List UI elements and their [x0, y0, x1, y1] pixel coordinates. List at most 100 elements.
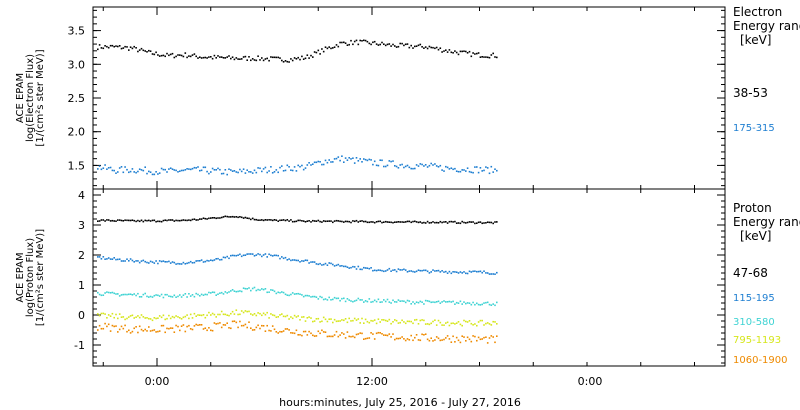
data-point	[463, 319, 465, 322]
data-point	[370, 319, 372, 322]
data-point	[231, 320, 234, 323]
data-point	[291, 59, 294, 62]
data-point	[417, 165, 420, 167]
data-point	[488, 273, 491, 275]
data-point	[293, 314, 296, 317]
data-point	[204, 217, 207, 220]
data-point	[426, 323, 429, 325]
data-point	[394, 165, 396, 167]
data-point	[279, 314, 281, 316]
data-point	[346, 321, 349, 324]
data-point	[445, 49, 447, 51]
data-point	[343, 319, 345, 322]
data-point	[301, 55, 303, 58]
data-point	[115, 45, 117, 47]
data-point	[406, 299, 409, 302]
data-point	[173, 220, 176, 222]
data-point	[259, 253, 261, 256]
data-point	[231, 254, 234, 257]
data-point	[97, 256, 99, 258]
data-point	[481, 170, 483, 172]
data-point	[173, 261, 176, 264]
data-point	[333, 318, 336, 321]
data-point	[492, 320, 494, 323]
data-point	[115, 258, 117, 261]
data-point	[312, 163, 314, 165]
data-point	[441, 301, 443, 303]
data-point	[173, 331, 176, 333]
data-point	[193, 166, 196, 169]
data-point	[202, 328, 205, 330]
data-point	[390, 45, 392, 47]
data-point	[279, 166, 281, 169]
data-point	[446, 301, 449, 303]
data-point	[383, 43, 385, 45]
data-point	[428, 272, 431, 274]
data-point	[133, 317, 135, 319]
data-point	[228, 168, 230, 170]
data-point	[233, 58, 236, 61]
data-point	[496, 169, 498, 172]
data-point	[284, 315, 287, 318]
data-point	[370, 267, 372, 269]
data-point	[97, 313, 99, 315]
data-point	[368, 321, 371, 324]
data-point	[445, 221, 447, 223]
data-point	[226, 292, 228, 294]
data-point	[144, 166, 146, 168]
data-point	[445, 301, 447, 303]
data-point	[308, 330, 310, 333]
data-point	[109, 330, 112, 332]
data-point	[437, 48, 440, 51]
data-point	[117, 331, 119, 333]
data-point	[251, 287, 254, 290]
data-point	[333, 158, 336, 160]
data-point	[129, 332, 132, 334]
data-point	[481, 319, 483, 322]
data-point	[98, 220, 101, 222]
data-point	[452, 271, 454, 273]
data-point	[220, 56, 223, 58]
data-point	[257, 324, 259, 327]
data-point	[326, 47, 329, 50]
data-point	[388, 333, 391, 335]
data-point	[142, 169, 145, 172]
data-point	[188, 293, 190, 295]
data-point	[286, 219, 289, 221]
data-point	[321, 320, 323, 323]
data-point	[262, 325, 265, 327]
data-point	[377, 220, 380, 223]
data-point	[166, 293, 168, 296]
data-point	[270, 313, 272, 315]
data-point	[366, 337, 369, 340]
data-point	[443, 300, 445, 302]
data-point	[313, 161, 316, 164]
data-point	[248, 287, 250, 289]
data-point	[361, 40, 363, 42]
data-point	[304, 259, 307, 261]
data-point	[215, 294, 217, 296]
series-310-580	[97, 286, 498, 307]
data-point	[293, 57, 296, 59]
data-point	[146, 330, 148, 332]
data-point	[344, 318, 347, 320]
data-point	[479, 167, 482, 169]
data-point	[271, 172, 274, 174]
data-point	[423, 303, 425, 305]
data-point	[169, 53, 172, 56]
data-point	[388, 221, 391, 223]
data-point	[479, 56, 482, 58]
data-point	[138, 325, 141, 328]
data-point	[224, 169, 227, 171]
data-point	[344, 157, 347, 159]
data-point	[350, 266, 352, 269]
data-point	[465, 320, 467, 323]
data-point	[102, 312, 105, 315]
series-175-315	[97, 155, 498, 176]
data-point	[253, 218, 256, 221]
data-point	[353, 162, 356, 164]
data-point	[443, 338, 445, 341]
data-point	[155, 220, 157, 223]
data-point	[468, 338, 471, 341]
data-point	[168, 260, 170, 263]
